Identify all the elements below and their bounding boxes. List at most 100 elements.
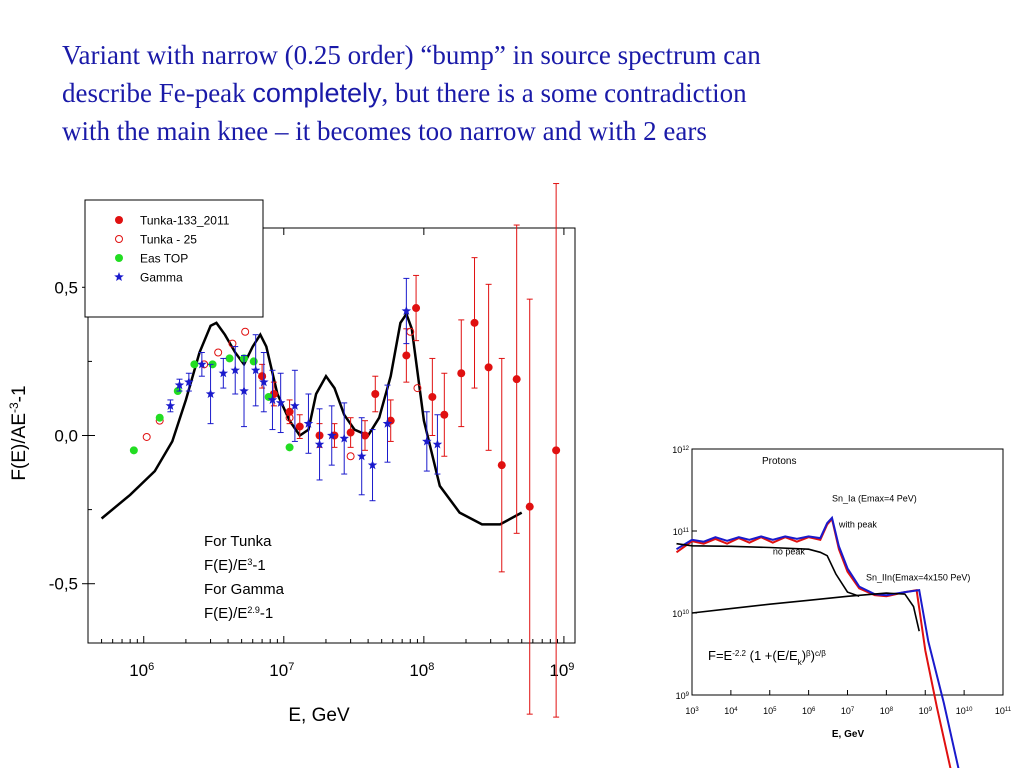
data-point-star: [165, 400, 176, 410]
inset-x-tick-label: 108: [880, 706, 894, 716]
slide-headline: Variant with narrow (0.25 order) “bump” …: [62, 36, 1012, 150]
headline-emphasis: completely: [252, 78, 382, 108]
data-point: [190, 360, 199, 369]
headline-line3: with the main knee – it becomes too narr…: [62, 116, 707, 146]
inset-x-tick-label: 103: [685, 706, 699, 716]
data-point-star: [197, 359, 207, 369]
data-point-star: [218, 368, 229, 378]
chart1-y-tick-label: 0,0: [54, 427, 78, 446]
data-point: [497, 461, 506, 470]
inset-curve-label: no peak: [773, 546, 806, 556]
headline-line1: Variant with narrow (0.25 order) “bump” …: [62, 40, 761, 70]
data-point-star: [184, 377, 194, 387]
chart1-annotation-line: F(E)/E2.9-1: [204, 605, 273, 622]
data-point-star: [205, 389, 216, 398]
legend-label: Tunka - 25: [140, 233, 197, 247]
inset-y-tick-label: 1010: [672, 609, 689, 619]
chart1-annotation-line: For Tunka: [204, 533, 272, 550]
headline-line2-start: describe Fe-peak: [62, 78, 253, 108]
inset-y-tick-label: 1011: [673, 527, 690, 537]
data-point: [371, 390, 380, 398]
chart1-ticks: 106 107 108 109 0,5 0,0 -0,5: [49, 228, 574, 680]
inset-x-tick-label: 104: [724, 706, 738, 716]
data-point-star: [357, 451, 367, 461]
data-point: [512, 375, 521, 384]
chart1-y-axis-label: F(E)/AE-3-1: [7, 385, 30, 480]
inset-series-line: [675, 515, 960, 768]
chart1-annotation: For Tunka F(E)/E3-1 For Gamma F(E)/E2.9-1: [204, 533, 285, 622]
inset-series-line: [691, 592, 920, 632]
data-point-star: [303, 418, 314, 428]
data-point: [285, 407, 294, 416]
inset-ticks: 103 104 105 106 107 108 109 1010 1011 1012 1011 101…: [672, 445, 1011, 716]
data-point-open: [258, 372, 267, 381]
legend-box: [84, 199, 264, 318]
data-point-open: [285, 413, 294, 422]
data-point-star: [367, 460, 378, 470]
legend-marker: [114, 272, 124, 281]
inset-curve-label: with peak: [838, 520, 878, 530]
data-point-star: [250, 365, 261, 375]
chart1-annotation-line: For Gamma: [204, 581, 285, 598]
data-point-star: [259, 377, 269, 387]
data-point: [129, 446, 138, 455]
data-point-star: [290, 400, 300, 410]
data-point-star: [230, 365, 240, 375]
inset-x-tick-label: 105: [763, 706, 777, 716]
chart1-axis-labels: E, GeV F(E)/AE-3-1: [7, 385, 350, 726]
data-point-open: [228, 339, 237, 348]
data-point-open: [413, 384, 422, 393]
data-point: [470, 318, 479, 327]
data-point: [360, 431, 369, 440]
chart1-data: [100, 183, 561, 718]
data-point: [525, 502, 534, 511]
chart1-legend: Tunka-133_2011 Tunka - 25 Eas TOP Gamma: [84, 199, 264, 318]
data-point: [402, 351, 411, 360]
data-point: [412, 304, 421, 313]
chart1-y-tick-label: -0,5: [49, 575, 78, 594]
legend-label: Eas TOP: [140, 252, 188, 266]
inset-lines: [675, 515, 960, 768]
inset-x-tick-label: 106: [802, 706, 816, 716]
data-point: [225, 354, 234, 363]
data-point-open: [214, 348, 223, 357]
legend-label: Tunka-133_2011: [140, 214, 230, 228]
inset-series-line: [676, 542, 860, 598]
inset-curve-label: Sn_IIn(Emax=4x150 PeV): [866, 572, 970, 582]
inset-title: Protons: [762, 456, 796, 467]
data-point: [295, 422, 304, 431]
inset-x-tick-label: 109: [919, 706, 933, 716]
data-point-star: [401, 306, 412, 315]
data-point: [552, 446, 561, 455]
legend-marker: [115, 235, 123, 243]
data-point-star: [239, 386, 249, 396]
data-point: [285, 443, 294, 452]
inset-x-axis-label: E, GeV: [832, 729, 865, 740]
data-point-star: [432, 439, 443, 449]
chart1-annotation-line: F(E)/E3-1: [204, 557, 266, 574]
data-point-open: [142, 432, 151, 441]
inset-x-tick-label: 1010: [956, 706, 973, 716]
headline-line2-end: , but there is a some contradiction: [381, 78, 747, 108]
data-point-open: [241, 327, 250, 336]
chart1-x-tick-label: 109: [549, 661, 574, 680]
chart1-x-tick-label: 107: [269, 661, 294, 680]
data-point-star: [275, 397, 286, 407]
data-point-star: [174, 380, 185, 390]
chart1-x-tick-label: 106: [129, 661, 154, 680]
inset-y-tick-label: 1012: [672, 445, 689, 455]
data-point-star: [422, 436, 432, 446]
inset-curve-label: Sn_Ia (Emax=4 PeV): [832, 493, 917, 503]
data-point-star: [382, 418, 393, 428]
inset-formula: F=E-2.2 (1 +(E/Ek)β)c/β: [708, 648, 826, 667]
legend-marker: [115, 216, 123, 224]
legend-marker: [115, 254, 123, 262]
inset-y-tick-label: 109: [676, 691, 690, 701]
inset-x-tick-label: 107: [841, 706, 855, 716]
data-point: [155, 413, 164, 422]
inset-text: Protons E, GeV Sn_Ia (Emax=4 PeV) with peak…: [708, 456, 970, 740]
legend-label: Gamma: [140, 271, 183, 285]
data-point-star: [267, 394, 278, 404]
